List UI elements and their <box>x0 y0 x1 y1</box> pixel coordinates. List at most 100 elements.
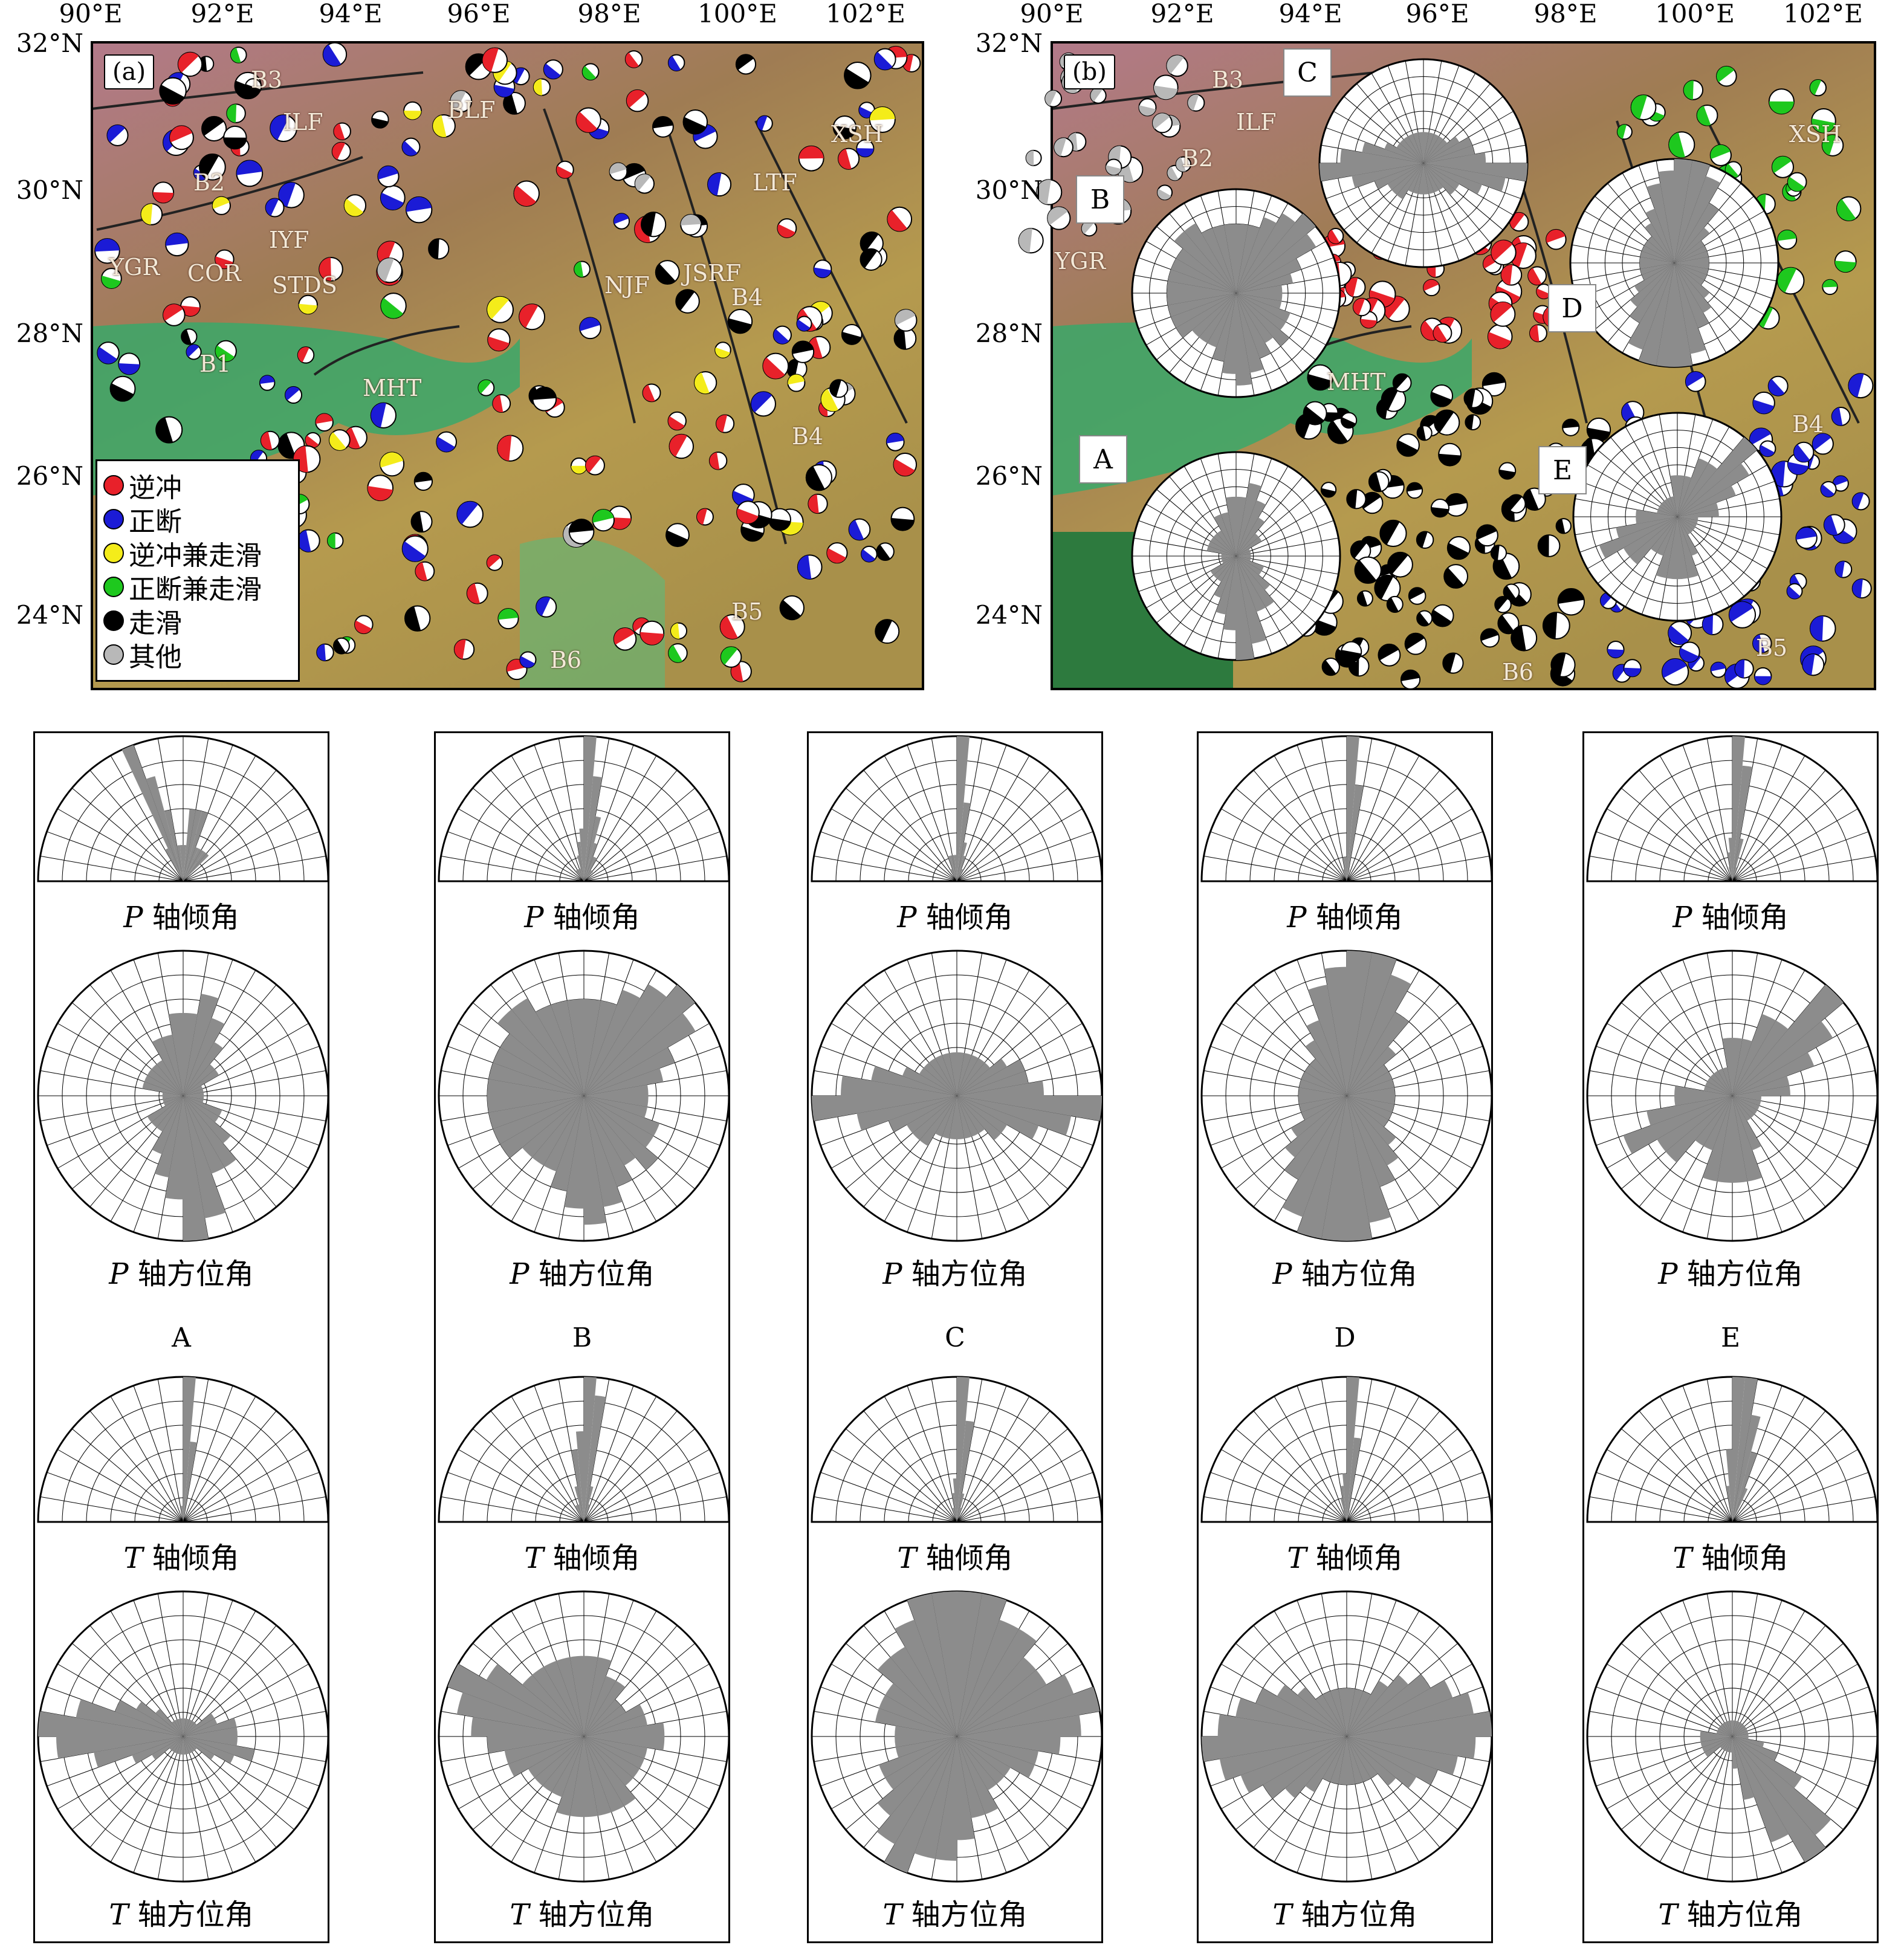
rose-bin <box>1639 257 1674 263</box>
focal-mechanism-ball <box>667 54 685 72</box>
rose-bin <box>1168 269 1236 293</box>
rose-bin <box>1728 867 1732 881</box>
panel-label-a: (a) <box>104 54 155 89</box>
rose-column-c: P 轴倾角 P 轴方位角 T 轴倾角 T 轴方位角 C <box>807 731 1103 1943</box>
rose-bin <box>1732 1038 1743 1096</box>
focal-mechanism-ball <box>432 114 456 138</box>
thrust-strike-slip-swatch <box>103 543 124 563</box>
rose-bin <box>957 1628 1037 1736</box>
rose-bin <box>1217 556 1236 582</box>
rose-bin <box>928 1058 957 1096</box>
panel-label-b: (b) <box>1064 54 1115 89</box>
rose-bin <box>957 1715 1081 1736</box>
latitude-label: 28°N <box>975 319 1043 348</box>
rose-bin <box>584 1736 636 1807</box>
rose-bin <box>1236 556 1251 559</box>
p-dip-label: P 轴倾角 <box>524 901 640 934</box>
rose-bin <box>1347 736 1359 881</box>
rose-bin <box>1236 293 1264 373</box>
focal-mechanism-ball <box>1752 391 1775 415</box>
rose-bin <box>163 1096 183 1103</box>
rose-bin <box>183 1092 204 1096</box>
rose-bin <box>176 1736 183 1755</box>
rose-bin <box>877 1736 957 1816</box>
rose-bin <box>1658 170 1674 263</box>
focal-mechanism-ball <box>682 109 708 135</box>
zone-box-e: E <box>1538 446 1587 494</box>
rose-bin <box>584 736 597 881</box>
rose-bin <box>584 1655 598 1736</box>
focal-mechanism-ball <box>1356 590 1373 607</box>
map-feature-label: NJF <box>604 272 650 299</box>
rose-bin <box>1340 1486 1347 1522</box>
focal-mechanism-ball <box>1503 583 1520 601</box>
focal-mechanism-ball <box>533 78 551 96</box>
rose-bin <box>136 1701 183 1736</box>
rose-bin <box>957 1096 1008 1133</box>
rose-bin <box>1236 293 1290 322</box>
rose-column-e: P 轴倾角 P 轴方位角 T 轴倾角 T 轴方位角 E <box>1582 731 1879 1943</box>
rose-bin <box>1236 553 1251 556</box>
rose-bin <box>957 1736 985 1819</box>
rose-bin <box>1639 263 1674 269</box>
rose-bin <box>957 1096 1002 1141</box>
rose-bin <box>1387 163 1423 190</box>
rose-bin <box>174 1736 183 1754</box>
rose-bin <box>957 1060 1025 1096</box>
rose-bin <box>1423 163 1460 190</box>
rose-bin <box>183 994 219 1096</box>
rose-bin <box>183 1085 203 1096</box>
rose-diagram <box>1131 451 1341 661</box>
rose-bin <box>957 1096 1072 1136</box>
rose-bin <box>183 1736 187 1755</box>
rose-bin <box>1236 551 1251 556</box>
focal-mechanism-ball <box>714 341 731 358</box>
focal-mechanism-ball <box>1346 489 1367 510</box>
rose-bin <box>1191 293 1236 338</box>
rose-bin <box>147 1069 183 1096</box>
focal-mechanism-ball <box>497 608 519 630</box>
latitude-label: 26°N <box>16 461 83 491</box>
rose-bin <box>1343 869 1347 881</box>
focal-mechanism-ball <box>106 124 129 146</box>
rose-bin <box>1732 1096 1751 1121</box>
longitude-label: 94°E <box>319 0 383 28</box>
rose-bin <box>957 869 963 881</box>
rose-bin <box>1347 1736 1396 1786</box>
rose-bin <box>949 1052 957 1096</box>
rose-bin <box>584 1736 612 1816</box>
focal-mechanism-ball <box>1481 372 1506 396</box>
p-dip-label: P 轴倾角 <box>1672 901 1789 934</box>
rose-bin <box>957 1619 1019 1736</box>
rose-bin <box>1347 1377 1359 1522</box>
rose-bin <box>1214 556 1236 598</box>
focal-mechanism-ball <box>1430 384 1454 407</box>
rose-bin <box>1347 1096 1393 1120</box>
rose-bin <box>1674 263 1709 269</box>
rose-bin <box>121 745 183 881</box>
rose-bin <box>511 998 584 1096</box>
focal-mechanism-ball <box>1406 482 1423 499</box>
focal-mechanism-ball <box>787 374 806 392</box>
rose-bin <box>1674 251 1709 263</box>
rose-bin <box>183 1096 231 1144</box>
rose-bin <box>1674 227 1710 263</box>
rose-bin <box>957 1736 1035 1778</box>
rose-bin <box>953 1478 957 1522</box>
rose-bin <box>875 1708 957 1736</box>
rose-bin <box>584 1395 606 1522</box>
focal-mechanism-ball <box>298 294 318 315</box>
rose-bin <box>1347 1689 1364 1736</box>
zone-label: B <box>572 1322 592 1353</box>
rose-bin <box>1732 1736 1738 1769</box>
zone-box-b: B <box>1076 175 1124 224</box>
rose-bin <box>1677 517 1691 535</box>
rose-bin <box>1221 556 1236 559</box>
focal-mechanism-ball <box>333 122 351 141</box>
rose-bin <box>183 1012 198 1096</box>
rose-bin <box>1342 869 1347 881</box>
p-dip-label: P 轴倾角 <box>123 901 239 934</box>
rose-bin <box>1347 1736 1364 1784</box>
rose-bin <box>144 1075 183 1096</box>
rose-column-a: P 轴倾角 P 轴方位角 T 轴倾角 T 轴方位角 A <box>33 731 329 1943</box>
